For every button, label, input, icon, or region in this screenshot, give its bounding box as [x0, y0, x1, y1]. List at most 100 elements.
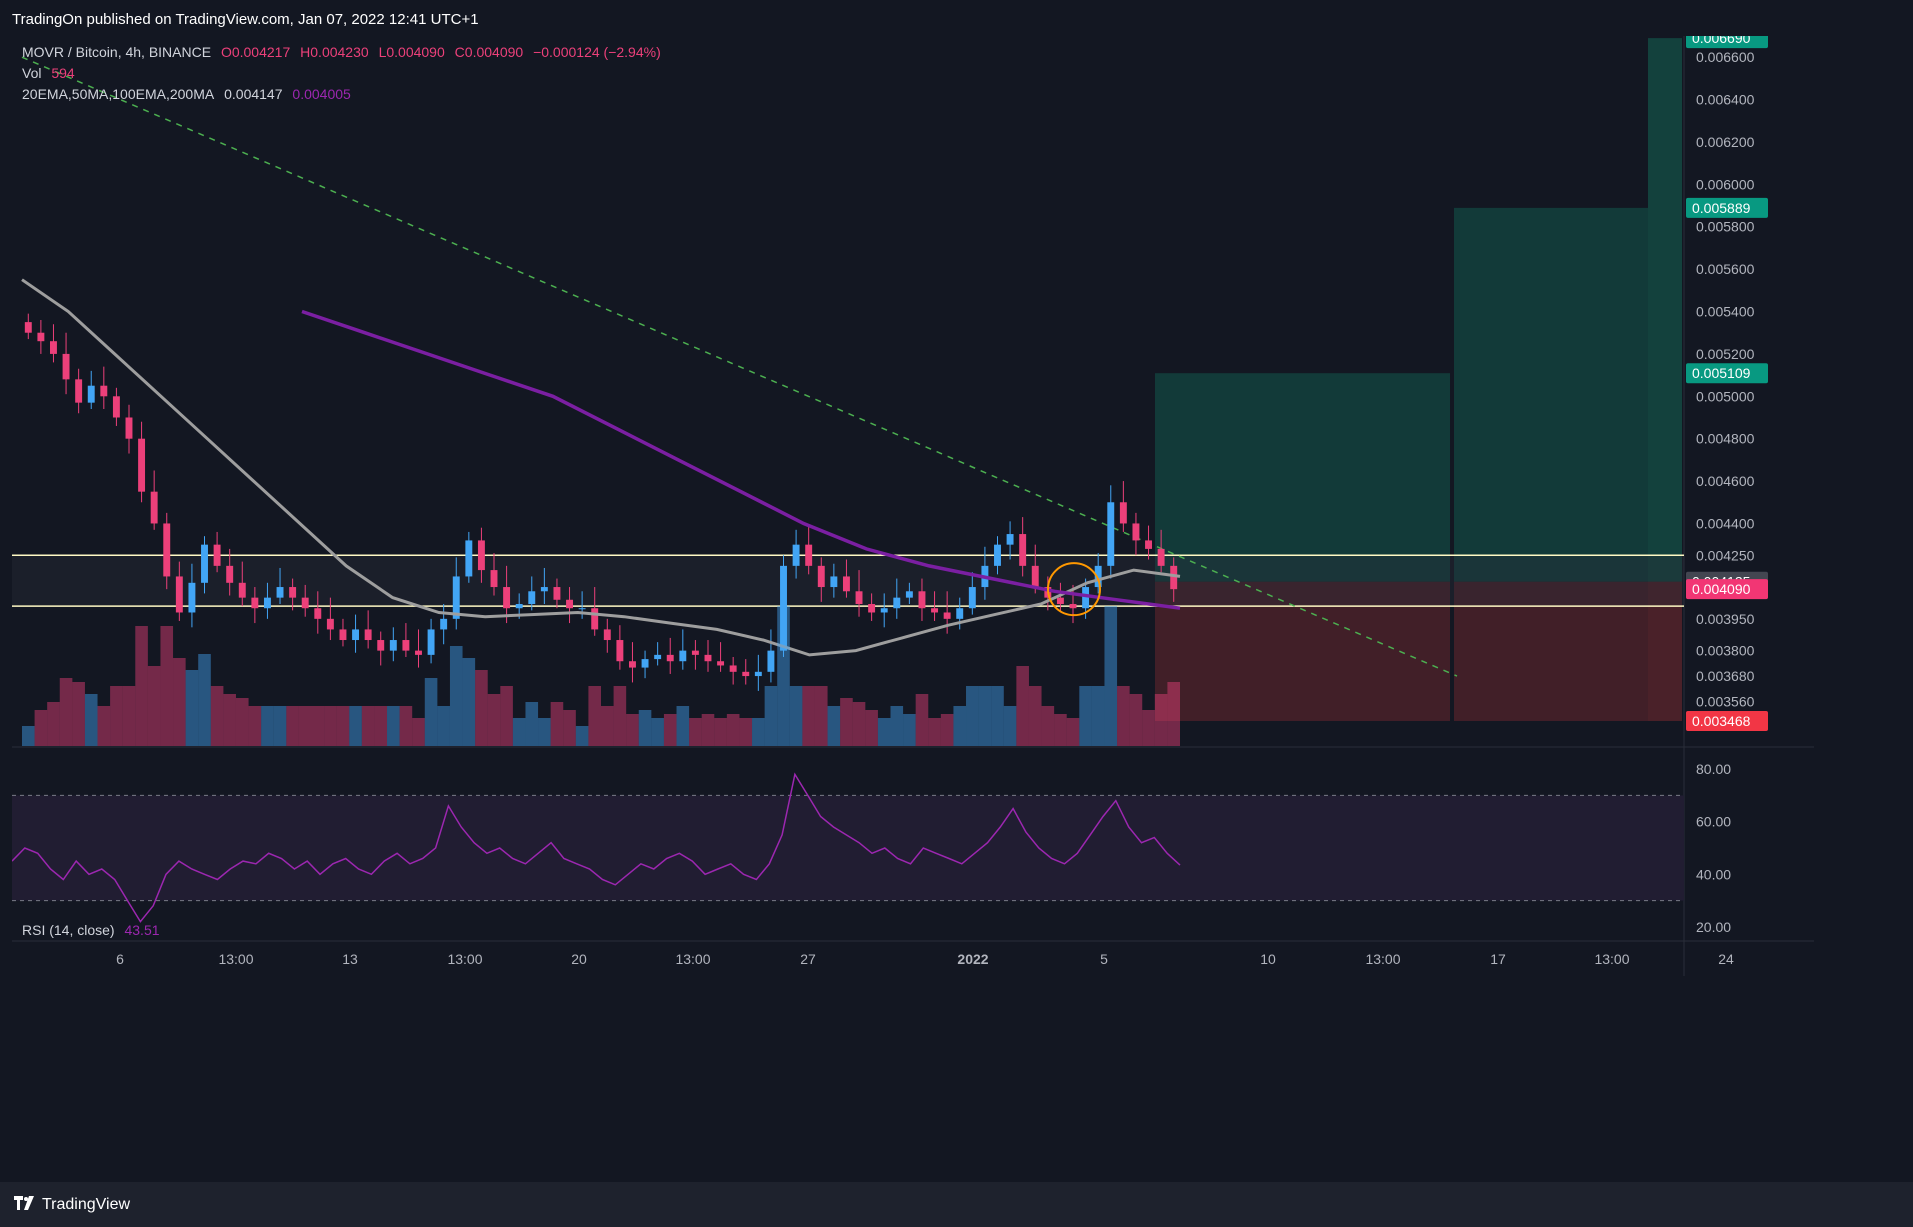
candle-body — [1094, 565, 1102, 588]
volume-bar — [613, 686, 627, 746]
candle-body — [352, 629, 360, 641]
candle-body — [830, 576, 838, 588]
legend-symbol: MOVR / Bitcoin, 4h, BINANCE — [22, 44, 212, 60]
legend-vol-label: Vol — [22, 65, 42, 81]
volume-bar — [714, 718, 727, 746]
candle-body — [112, 396, 120, 418]
rsi-legend: RSI (14, close) 43.51 — [22, 922, 166, 938]
candle-body — [1056, 597, 1064, 604]
volume-bar — [185, 670, 199, 746]
volume-bar — [449, 646, 463, 746]
volume-bar — [336, 706, 350, 746]
candle-body — [641, 659, 649, 668]
candle-body — [163, 523, 171, 577]
candle-body — [591, 608, 599, 630]
legend-low: 0.004090 — [386, 44, 445, 60]
volume-bar — [147, 666, 161, 746]
candle-body — [780, 565, 787, 651]
chart-area[interactable]: 0.003560 0.003680 0.003800 0.003950 0.004250… — [12, 36, 1814, 1182]
candle-body — [855, 591, 863, 604]
candle-body — [24, 322, 32, 333]
candle-body — [276, 587, 284, 598]
volume-bar — [512, 718, 526, 746]
candle-body — [477, 540, 485, 571]
legend-open: 0.004217 — [231, 44, 291, 60]
candle-body — [188, 582, 196, 613]
volume-bar — [588, 686, 601, 746]
volume-bar — [34, 710, 48, 746]
volume-bar — [298, 706, 312, 746]
legend-open-label: O — [220, 44, 232, 60]
candle-body — [326, 618, 334, 630]
candle-body — [943, 612, 951, 619]
price-tag-bg — [1686, 36, 1768, 49]
volume-bar — [966, 686, 979, 746]
candle-body — [540, 587, 548, 592]
candle-body — [87, 385, 95, 403]
candle-body — [100, 385, 108, 397]
price-tick-label: 0.006000 — [1696, 176, 1755, 192]
candle-body — [62, 353, 70, 380]
volume-bar — [1066, 718, 1080, 746]
volume-bar — [235, 698, 249, 746]
candle-body — [503, 587, 511, 609]
volume-bar — [437, 706, 450, 746]
price-tag-label: 0.005109 — [1692, 365, 1751, 381]
volume-bar — [374, 706, 388, 746]
volume-bar — [135, 626, 148, 746]
candle-body — [490, 570, 498, 588]
ma-legend: 20EMA,50MA,100EMA,200MA 0.004147 0.00400… — [22, 86, 357, 102]
candle-body — [301, 597, 309, 609]
price-tick-label: 0.003560 — [1696, 693, 1755, 709]
price-axis: 0.003560 0.003680 0.003800 0.003950 0.004250… — [1696, 49, 1755, 709]
candle-body — [515, 604, 523, 609]
volume-bar — [638, 710, 652, 746]
time-tick-label: 20 — [571, 951, 587, 967]
candle-body — [880, 608, 888, 613]
time-tick-label: 13:00 — [1594, 951, 1629, 967]
time-tick-label: 13:00 — [675, 951, 710, 967]
candle-body — [238, 582, 246, 598]
footer-bar: TradingView — [0, 1182, 1913, 1227]
legend-ma-value-2: 0.004005 — [292, 86, 351, 102]
volume-bar — [563, 710, 576, 746]
tradingview-logo-icon — [14, 1196, 34, 1210]
volume-bar — [550, 702, 564, 746]
candle-body — [868, 604, 876, 613]
footer-brand: TradingView — [42, 1196, 131, 1213]
price-tick-label: 0.005400 — [1696, 304, 1755, 320]
price-tag-label: 0.003468 — [1692, 713, 1751, 729]
price-tick-label: 0.003800 — [1696, 643, 1755, 659]
volume-bar — [72, 682, 85, 746]
time-tick-label: 5 — [1100, 951, 1108, 967]
candle-body — [956, 608, 964, 619]
volume-bar — [1129, 694, 1143, 746]
candle-body — [968, 587, 976, 609]
candle-body — [1019, 534, 1027, 566]
price-tick-label: 0.006400 — [1696, 92, 1755, 108]
volume-bar — [1016, 666, 1029, 746]
candle-body — [905, 591, 913, 598]
ma-gray-line — [21, 278, 1181, 657]
candle-body — [415, 650, 422, 655]
volume-bar — [223, 694, 236, 746]
volume-bar — [1117, 686, 1130, 746]
volume-bar — [928, 718, 941, 746]
volume-bar — [173, 658, 186, 746]
published-header: TradingOn published on TradingView.com, … — [0, 0, 1913, 36]
volume-bar — [915, 694, 929, 746]
volume-bar — [387, 706, 400, 746]
time-tick-label: 2022 — [957, 951, 988, 967]
volume-bar — [286, 706, 299, 746]
price-tick-label: 0.006600 — [1696, 49, 1755, 65]
volume-bar — [122, 686, 136, 746]
price-chart-svg[interactable]: 0.003560 0.003680 0.003800 0.003950 0.004250… — [12, 36, 1814, 1182]
candle-body — [1145, 540, 1152, 549]
volume-bar — [1003, 706, 1017, 746]
rsi-tick-label: 60.00 — [1696, 814, 1731, 830]
candle-body — [767, 650, 775, 672]
symbol-legend: MOVR / Bitcoin, 4h, BINANCE O0.004217 H0… — [22, 44, 667, 60]
volume-bar — [953, 706, 967, 746]
price-tag-bg — [1686, 579, 1768, 600]
volume-bar — [349, 706, 362, 746]
